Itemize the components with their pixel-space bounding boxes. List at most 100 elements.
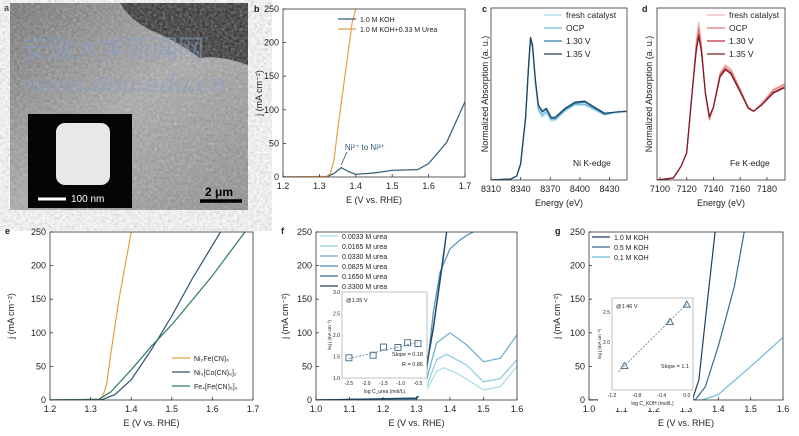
annotation-0: Ni²⁺ to Ni³⁺ [345, 143, 385, 152]
panel-letter-c: c [482, 4, 487, 14]
inset-y-tick-label: 3.0 [333, 290, 340, 296]
series-group [491, 36, 627, 180]
legend: 1.0 M KOH 0.5 M KOH 0.1 M KOH [592, 235, 649, 262]
inset-x-tick-label: -1.5 [379, 381, 388, 387]
legend: 1.0 M KOH 1.0 M KOH+0.33 M Urea [338, 17, 437, 34]
edge-label: Ni K-edge [573, 158, 611, 168]
x-tick-label: 1.3 [313, 181, 326, 191]
x-tick-label: 1.3 [410, 404, 423, 414]
inset-x-tick-label: -0.8 [633, 393, 642, 399]
inset-y-tick-label: 2.0 [603, 340, 610, 346]
inset-x-tick-label: 0.0 [683, 393, 690, 399]
y-tick-label: 0 [580, 395, 585, 405]
inset-x-label: log C_urea (mol/L) [364, 389, 406, 395]
panel-letter-e: e [5, 226, 10, 236]
legend-entry-0: 0.0033 M urea [342, 234, 387, 241]
legend-entry-2: 0.1 M KOH [614, 255, 649, 262]
y-tick-label: 250 [297, 227, 312, 237]
x-tick-label: 1.4 [712, 404, 725, 414]
legend-entry-2: Fe₄[Fe(CN)₆]₃ [194, 384, 238, 391]
legend-entry-5: 0.3300 M urea [342, 284, 387, 291]
series-group [283, 9, 465, 177]
panel-letter-f: f [281, 226, 285, 236]
y-tick-label: 100 [570, 328, 585, 338]
legend-entry-1: 0.0165 M urea [342, 244, 387, 251]
y-axis-label: j (mA cm⁻²) [280, 293, 290, 340]
inset-chart: -1.2 -0.8 -0.4 0.0 2.0 2.5 log C_KOH (mol/L) lo… [597, 297, 694, 408]
inset-square-marker-0 [345, 354, 353, 362]
y-tick-label: 100 [264, 105, 279, 115]
x-tick-label: 1.1 [615, 404, 628, 414]
inset-y-tick-label: 2.5 [603, 310, 610, 316]
legend-entry-2: 1.30 V [566, 36, 591, 46]
legend-entry-0: Ni₂Fe(CN)₆ [194, 356, 229, 363]
x-tick-label: 1.0 [310, 404, 323, 414]
panel-g-chart: g 1.0 1.1 1.2 1.3 1.4 1.5 1.6 0 50 100 150 200 250 E (… [552, 226, 789, 428]
plot-frame [282, 8, 466, 178]
y-tick-label: 250 [570, 227, 585, 237]
x-tick-label: 1.2 [647, 404, 660, 414]
panel-b-chart: b 1.2 1.3 1.4 1.5 1.6 1.7 0 50 100 150 200 250 E (V v… [254, 4, 471, 205]
y-tick-label: 250 [31, 227, 46, 237]
x-tick-label: 1.0 [583, 404, 596, 414]
x-axis-label: E (V vs. RHE) [658, 418, 714, 428]
panel-a-sem-image: a 100 nm 2 μm [4, 3, 248, 210]
inset-square-marker-4 [404, 339, 412, 347]
legend-entry-0: fresh catalyst [729, 10, 780, 20]
inset-chart: -2.5 -2.0 -1.5 -1.0 -0.5 1.0 1.5 2.0 2.5 3.0 log C… [327, 290, 428, 396]
y-axis-label: j (mA cm⁻²) [254, 70, 264, 117]
legend-entry-0: 1.0 M KOH [614, 235, 649, 242]
legend: 0.0033 M urea 0.0165 M urea 0.0330 M urea 0… [320, 234, 387, 291]
panel-letter-g: g [555, 226, 561, 236]
y-tick-label: 250 [264, 4, 279, 14]
panel-f-chart: f 1.0 1.1 1.2 1.3 1.4 1.5 1.6 0 50 100 150 200 250 E (… [280, 226, 523, 428]
inset-triangle-marker-2 [682, 300, 692, 308]
y-tick-label: 0 [307, 395, 312, 405]
inset-x-tick-label: -0.5 [414, 381, 423, 387]
inset-frame [611, 297, 694, 391]
x-tick-label: 8400 [570, 184, 590, 194]
legend-entry-1: OCP [729, 23, 748, 33]
legend-entry-0: 1.0 M KOH [360, 17, 395, 24]
inset-square-marker-1 [369, 351, 377, 359]
x-tick-label: 1.4 [125, 404, 138, 414]
x-tick-label: 1.2 [277, 181, 290, 191]
x-tick-label: 1.2 [44, 404, 57, 414]
series-line-3 [491, 36, 627, 180]
series-line-0 [50, 232, 132, 400]
y-tick-label: 50 [36, 361, 46, 371]
x-tick-label: 1.7 [247, 404, 260, 414]
inset-y-tick-label: 2.5 [333, 312, 340, 318]
legend-entry-3: 1.35 V [729, 49, 754, 59]
y-tick-label: 200 [264, 38, 279, 48]
inset-r-value: R = 0.86 [402, 362, 423, 368]
inset-square-marker-3 [394, 344, 402, 351]
inset-title: @1.35 V [346, 298, 368, 304]
legend: fresh catalyst OCP 1.30 V 1.35 V [544, 10, 617, 59]
y-axis-label: j (mA cm⁻²) [6, 293, 16, 340]
inset-x-tick-label: -2.5 [345, 381, 354, 387]
y-tick-label: 0 [274, 172, 279, 182]
inset-x-tick-label: -0.4 [658, 393, 667, 399]
inset-slope: Slope = 1.1 [661, 364, 689, 370]
y-tick-label: 150 [297, 294, 312, 304]
y-tick-label: 150 [264, 71, 279, 81]
inset-triangle-marker-1 [665, 317, 675, 326]
x-tick-label: 7160 [730, 184, 750, 194]
x-axis-label: E (V vs. RHE) [388, 418, 444, 428]
y-tick-label: 200 [31, 261, 46, 271]
y-axis-label: Normalized Absorption (a. u.) [480, 36, 490, 153]
x-tick-label: 1.3 [680, 404, 693, 414]
panel-e-chart: e 1.2 1.3 1.4 1.5 1.6 1.7 0 50 100 150 200 250 E (V v… [5, 226, 259, 428]
y-tick-label: 200 [297, 261, 312, 271]
legend-entry-3: 1.35 V [566, 49, 591, 59]
inset-y-label: log j (mA cm⁻²) [327, 319, 332, 350]
watermark: 安徽大学新闻网 news.ahu.edu.cn [22, 35, 226, 98]
y-tick-label: 50 [302, 361, 312, 371]
x-tick-label: 1.4 [350, 181, 363, 191]
plot-frame [656, 7, 786, 181]
series-line-5 [316, 232, 448, 400]
inset-x-label: log C_KOH (mol/L) [631, 401, 674, 407]
series-line-3 [657, 35, 785, 180]
